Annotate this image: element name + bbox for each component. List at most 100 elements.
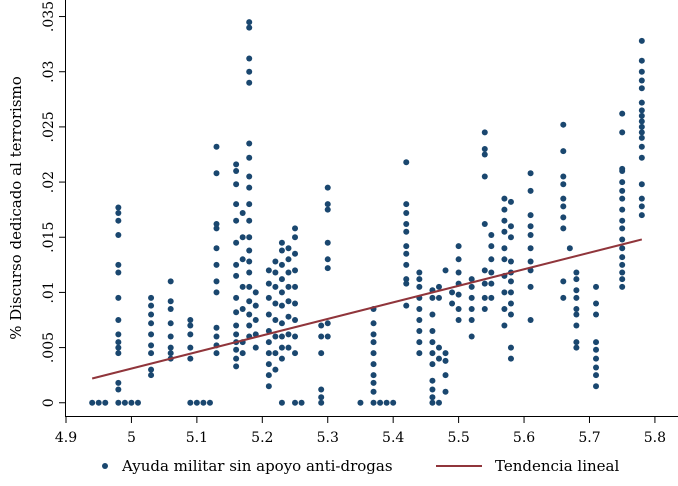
scatter-point	[246, 247, 253, 254]
scatter-point	[292, 267, 299, 274]
scatter-point	[455, 269, 462, 276]
legend-marker-scatter	[102, 463, 108, 469]
scatter-point	[324, 320, 331, 327]
scatter-point	[272, 350, 279, 357]
scatter-point	[527, 187, 534, 194]
scatter-point	[442, 388, 449, 395]
y-tick-label: .03	[41, 61, 57, 83]
scatter-point	[213, 170, 220, 177]
scatter-point	[403, 276, 410, 283]
scatter-point	[442, 267, 449, 274]
scatter-point	[638, 154, 645, 161]
x-tick-label: 4.9	[55, 430, 77, 446]
scatter-point	[566, 245, 573, 252]
scatter-point	[507, 234, 514, 241]
scatter-point	[501, 305, 508, 312]
scatter-point	[638, 99, 645, 106]
scatter-point	[416, 276, 423, 283]
scatter-point	[593, 283, 600, 290]
scatter-point	[619, 129, 626, 136]
scatter-point	[278, 276, 285, 283]
scatter-point	[429, 394, 436, 401]
scatter-point	[246, 269, 253, 276]
scatter-point	[455, 256, 462, 263]
scatter-point	[128, 399, 135, 406]
scatter-point	[265, 361, 272, 368]
scatter-point	[324, 256, 331, 263]
scatter-point	[481, 280, 488, 287]
scatter-point	[619, 283, 626, 290]
scatter-point	[213, 261, 220, 268]
scatter-point	[507, 355, 514, 362]
scatter-point	[265, 383, 272, 390]
x-tick-label: 5.8	[644, 430, 666, 446]
scatter-point	[527, 245, 534, 252]
scatter-point	[429, 386, 436, 393]
scatter-point	[115, 217, 122, 224]
scatter-point	[481, 173, 488, 180]
scatter-point	[115, 232, 122, 239]
scatter-point	[233, 217, 240, 224]
scatter-point	[560, 294, 567, 301]
scatter-point	[527, 170, 534, 177]
scatter-point	[638, 129, 645, 136]
scatter-point	[246, 173, 253, 180]
scatter-point	[455, 317, 462, 323]
scatter-point	[285, 298, 292, 305]
scatter-point	[481, 267, 488, 274]
scatter-point	[560, 181, 567, 188]
scatter-point	[370, 388, 377, 395]
scatter-point	[619, 165, 626, 172]
scatter-point	[619, 179, 626, 186]
scatter-point	[619, 245, 626, 252]
x-tick-label: 5.3	[317, 430, 339, 446]
scatter-point	[619, 187, 626, 194]
scatter-point	[527, 317, 534, 323]
scatter-point	[593, 300, 600, 307]
scatter-point	[619, 236, 626, 243]
scatter-point	[265, 280, 272, 287]
y-tick-label: .01	[41, 281, 57, 303]
scatter-point	[573, 305, 580, 312]
scatter-point	[501, 245, 508, 252]
scatter-point	[619, 195, 626, 202]
scatter-point	[246, 19, 253, 26]
scatter-point	[115, 339, 122, 346]
scatter-point	[501, 217, 508, 224]
scatter-point	[213, 289, 220, 296]
scatter-point	[318, 399, 325, 406]
scatter-points	[89, 19, 645, 406]
scatter-point	[278, 289, 285, 296]
x-tick-label: 5	[127, 430, 136, 446]
scatter-point	[272, 317, 279, 323]
scatter-point	[619, 225, 626, 232]
scatter-point	[527, 283, 534, 290]
scatter-point	[148, 366, 155, 373]
scatter-point	[167, 333, 174, 340]
scatter-point	[265, 294, 272, 301]
scatter-point	[638, 77, 645, 84]
scatter-point	[292, 250, 299, 257]
scatter-point	[95, 399, 102, 406]
scatter-point	[560, 214, 567, 221]
scatter-point	[403, 221, 410, 227]
scatter-point	[187, 399, 194, 406]
scatter-point	[455, 291, 462, 298]
scatter-point	[560, 225, 567, 232]
y-tick-label: .005	[41, 332, 57, 363]
scatter-point	[265, 267, 272, 274]
scatter-point	[213, 333, 220, 340]
scatter-point	[442, 350, 449, 357]
scatter-point	[501, 206, 508, 213]
scatter-point	[278, 344, 285, 351]
scatter-point	[278, 302, 285, 309]
scatter-point	[292, 300, 299, 307]
x-tick-label: 5.5	[447, 430, 469, 446]
scatter-point	[573, 311, 580, 318]
scatter-point	[167, 278, 174, 285]
scatter-point	[403, 280, 410, 287]
scatter-point	[115, 399, 122, 406]
scatter-point	[435, 355, 442, 362]
scatter-point	[115, 344, 122, 351]
scatter-point	[638, 37, 645, 44]
